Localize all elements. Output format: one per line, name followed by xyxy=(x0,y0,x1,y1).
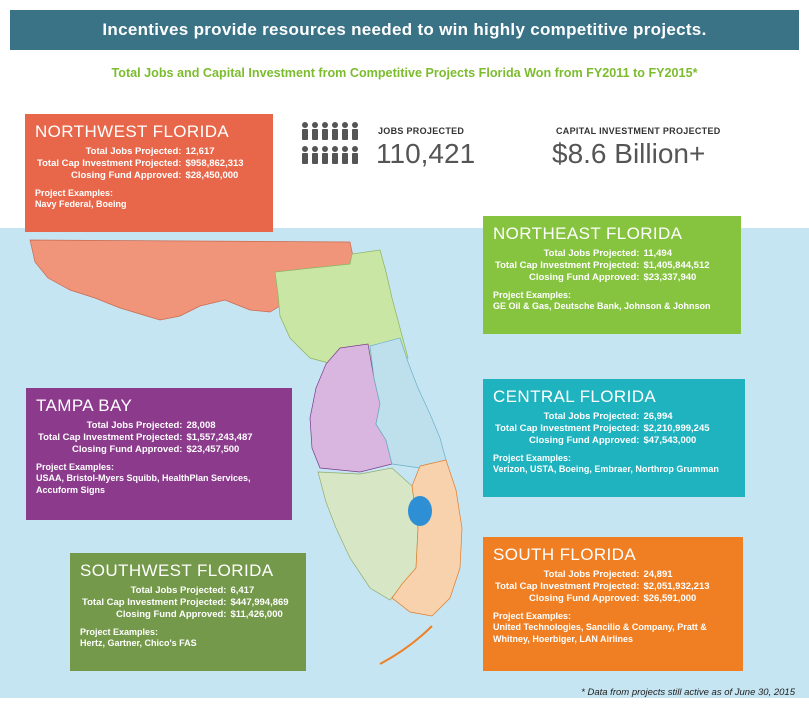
capital-value: $8.6 Billion+ xyxy=(552,138,706,169)
region-stats: Total Jobs Projected: 24,891 Total Cap In… xyxy=(493,569,712,605)
examples-list: Navy Federal, Boeing xyxy=(35,199,127,209)
examples-list: Verizon, USTA, Boeing, Embraer, Northrop… xyxy=(493,464,719,474)
fund-key: Closing Fund Approved: xyxy=(528,593,640,604)
examples-list: USAA, Bristol-Myers Squibb, HealthPlan S… xyxy=(36,473,251,495)
person-icon xyxy=(352,122,358,140)
examples-heading: Project Examples: xyxy=(493,290,572,300)
region-stats: Total Jobs Projected: 26,994 Total Cap In… xyxy=(493,411,712,447)
person-icon xyxy=(312,146,318,164)
person-icon xyxy=(332,122,338,140)
fund-key: Closing Fund Approved: xyxy=(115,609,227,620)
lake-okeechobee xyxy=(408,496,432,526)
person-icon xyxy=(322,146,328,164)
region-central: CENTRAL FLORIDA Total Jobs Projected: 26,… xyxy=(483,379,745,497)
jobs-value: 12,617 xyxy=(185,146,215,157)
fund-value: $11,426,000 xyxy=(230,609,283,620)
fund-key: Closing Fund Approved: xyxy=(528,272,640,283)
examples-heading: Project Examples: xyxy=(80,627,159,637)
person-icon xyxy=(342,122,348,140)
region-southwest: SOUTHWEST FLORIDA Total Jobs Projected: 6… xyxy=(70,553,306,671)
examples-list: United Technologies, Sancilio & Company,… xyxy=(493,622,707,644)
capital-key: Total Cap Investment Projected: xyxy=(82,597,227,608)
capital-value: $2,051,932,213 xyxy=(643,581,710,592)
region-stats: Total Jobs Projected: 11,494 Total Cap In… xyxy=(493,248,712,284)
fund-key: Closing Fund Approved: xyxy=(70,170,182,181)
region-stats: Total Jobs Projected: 28,008 Total Cap In… xyxy=(36,420,255,456)
capital-value: $447,994,869 xyxy=(230,597,289,608)
capital-key: Total Cap Investment Projected: xyxy=(37,158,182,169)
region-tampa-bay: TAMPA BAY Total Jobs Projected: 28,008 To… xyxy=(26,388,292,520)
region-name: NORTHWEST FLORIDA xyxy=(35,122,230,141)
capital-value: $958,862,313 xyxy=(185,158,244,169)
capital-value: $1,557,243,487 xyxy=(186,432,253,443)
region-name: TAMPA BAY xyxy=(36,396,133,415)
capital-key: Total Cap Investment Projected: xyxy=(495,581,640,592)
examples-list: GE Oil & Gas, Deutsche Bank, Johnson & J… xyxy=(493,301,711,311)
jobs-key: Total Jobs Projected: xyxy=(543,411,640,422)
jobs-value: 24,891 xyxy=(643,569,673,580)
capital-key: Total Cap Investment Projected: xyxy=(38,432,183,443)
examples-heading: Project Examples: xyxy=(35,188,114,198)
region-name: SOUTHWEST FLORIDA xyxy=(80,561,274,580)
person-icon xyxy=(302,146,308,164)
fund-value: $23,457,500 xyxy=(186,444,240,455)
capital-value: $2,210,999,245 xyxy=(643,423,710,434)
people-icon xyxy=(302,122,358,164)
fund-value: $23,337,940 xyxy=(643,272,697,283)
examples-list: Hertz, Gartner, Chico's FAS xyxy=(80,638,197,648)
jobs-key: Total Jobs Projected: xyxy=(86,420,183,431)
northeast-region-shape xyxy=(274,249,409,374)
jobs-value: 6,417 xyxy=(230,585,255,596)
examples-heading: Project Examples: xyxy=(493,611,572,621)
capital-label: CAPITAL INVESTMENT PROJECTED xyxy=(556,126,721,136)
fund-value: $26,591,000 xyxy=(643,593,697,604)
jobs-label: JOBS PROJECTED xyxy=(378,126,465,136)
person-icon xyxy=(302,122,308,140)
fund-key: Closing Fund Approved: xyxy=(528,435,640,446)
capital-key: Total Cap Investment Projected: xyxy=(495,423,640,434)
region-stats: Total Jobs Projected: 6,417 Total Cap Inv… xyxy=(80,585,291,621)
jobs-key: Total Jobs Projected: xyxy=(85,146,182,157)
jobs-value: 28,008 xyxy=(186,420,216,431)
person-icon xyxy=(322,122,328,140)
subtitle: Total Jobs and Capital Investment from C… xyxy=(111,66,698,80)
region-name: CENTRAL FLORIDA xyxy=(493,387,657,406)
jobs-key: Total Jobs Projected: xyxy=(130,585,227,596)
banner: Incentives provide resources needed to w… xyxy=(10,10,799,50)
jobs-value: 26,994 xyxy=(643,411,673,422)
examples-heading: Project Examples: xyxy=(493,453,572,463)
florida-keys xyxy=(379,625,433,665)
fund-key: Closing Fund Approved: xyxy=(71,444,183,455)
region-name: SOUTH FLORIDA xyxy=(493,545,637,564)
capital-key: Total Cap Investment Projected: xyxy=(495,260,640,271)
fund-value: $28,450,000 xyxy=(185,170,239,181)
region-stats: Total Jobs Projected: 12,617 Total Cap In… xyxy=(35,146,246,182)
person-icon xyxy=(312,122,318,140)
fund-value: $47,543,000 xyxy=(643,435,697,446)
examples-heading: Project Examples: xyxy=(36,462,115,472)
jobs-key: Total Jobs Projected: xyxy=(543,569,640,580)
region-south: SOUTH FLORIDA Total Jobs Projected: 24,89… xyxy=(483,537,743,671)
jobs-key: Total Jobs Projected: xyxy=(543,248,640,259)
jobs-value: 110,421 xyxy=(376,138,476,169)
footnote: * Data from projects still active as of … xyxy=(581,687,795,698)
capital-value: $1,405,844,512 xyxy=(643,260,710,271)
region-name: NORTHEAST FLORIDA xyxy=(493,224,683,243)
region-northeast: NORTHEAST FLORIDA Total Jobs Projected: 1… xyxy=(483,216,741,334)
south-region-shape xyxy=(391,459,463,617)
region-northwest: NORTHWEST FLORIDA Total Jobs Projected: 1… xyxy=(25,114,273,232)
jobs-value: 11,494 xyxy=(643,248,673,259)
person-icon xyxy=(342,146,348,164)
person-icon xyxy=(332,146,338,164)
person-icon xyxy=(352,146,358,164)
